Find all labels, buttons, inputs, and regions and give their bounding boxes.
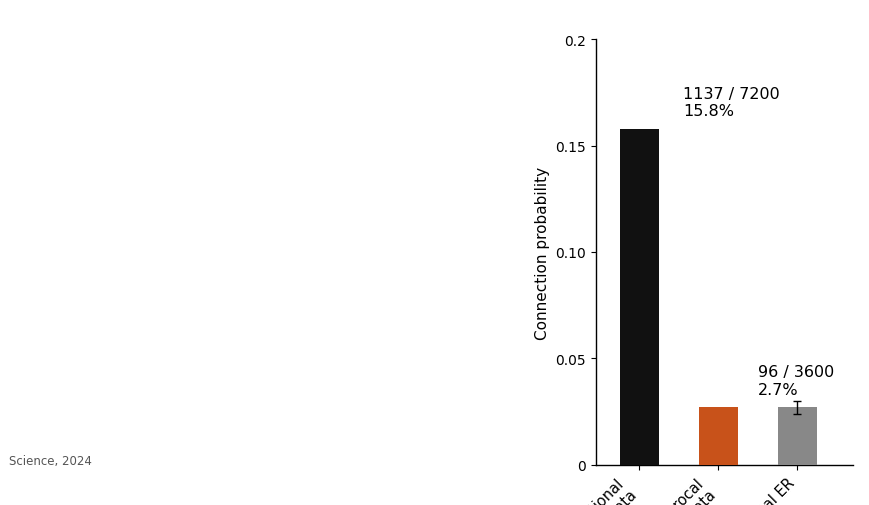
Text: 96 / 3600
2.7%: 96 / 3600 2.7% bbox=[757, 365, 833, 397]
Bar bbox=[777, 408, 816, 465]
Bar bbox=[619, 129, 659, 465]
Text: Science, 2024: Science, 2024 bbox=[9, 454, 92, 467]
Y-axis label: Connection probability: Connection probability bbox=[534, 166, 549, 339]
Text: 1137 / 7200
15.8%: 1137 / 7200 15.8% bbox=[682, 86, 779, 119]
Bar bbox=[698, 408, 737, 465]
